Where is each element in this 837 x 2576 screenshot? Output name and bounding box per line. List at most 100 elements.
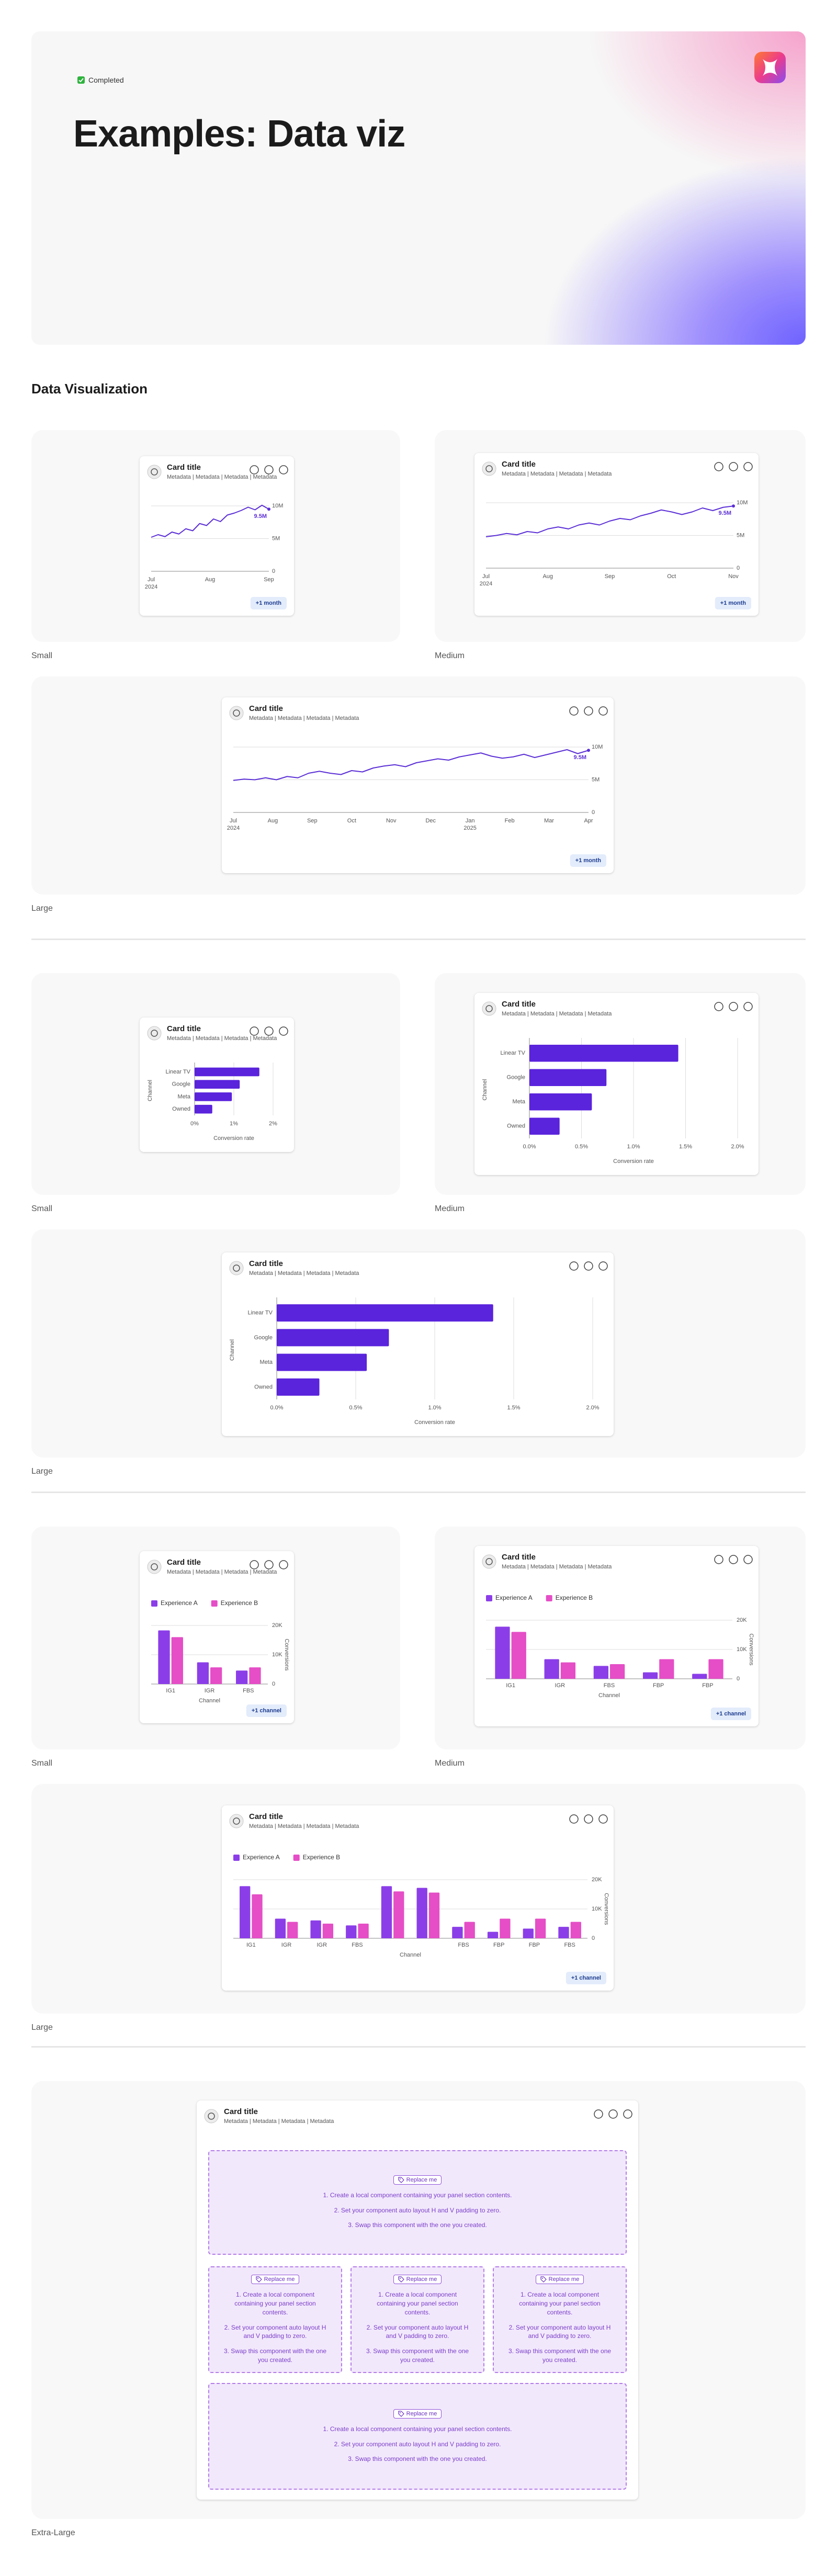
y-tick-label: 0 [272, 568, 275, 574]
instruction-step: 1. Create a local component containing y… [234, 2291, 316, 2316]
card-action-icon[interactable] [584, 1261, 593, 1271]
card-action-icon[interactable] [623, 2109, 632, 2119]
card-metadata: Metadata | Metadata | Metadata | Metadat… [249, 1823, 359, 1829]
card-action-icon[interactable] [598, 706, 608, 716]
bar [322, 1924, 334, 1938]
card-action-icon[interactable] [729, 1555, 738, 1564]
placeholder-card: Card title Metadata | Metadata | Metadata… [197, 2100, 638, 2500]
card-icon-inner [151, 1030, 158, 1037]
card-action-icon[interactable] [743, 462, 753, 471]
card-action-icon[interactable] [584, 1814, 593, 1824]
card-action-icon[interactable] [714, 1555, 723, 1564]
x-tick-label: 1.0% [428, 1405, 441, 1411]
y-tick-label: 10M [592, 744, 603, 750]
action-button-label: +1 month [256, 600, 281, 606]
action-button[interactable] [246, 1704, 287, 1717]
card-action-icon[interactable] [250, 465, 259, 474]
chart: Card title Metadata | Metadata | Metadata… [227, 704, 608, 867]
category-label: Google [254, 1335, 273, 1341]
chart-card: Card title Metadata | Metadata | Metadata… [222, 1252, 614, 1436]
card-action-icon[interactable] [608, 2109, 618, 2119]
chip-label: Replace me [264, 2276, 295, 2283]
chart-card: Card title Metadata | Metadata | Metadata… [474, 453, 759, 616]
card-action-icon[interactable] [729, 1002, 738, 1011]
card-action-icon[interactable] [250, 1026, 259, 1036]
y-tick-label: 10M [272, 503, 283, 509]
card-action-icon[interactable] [594, 2109, 603, 2119]
card-icon-inner [151, 1563, 158, 1571]
bar [195, 1067, 259, 1077]
x-tick-label: Nov [728, 573, 739, 580]
card-action-icon[interactable] [264, 1560, 274, 1569]
x-tick-label: IG1 [506, 1682, 515, 1689]
card-action-icon[interactable] [264, 465, 274, 474]
card-title: Card title [502, 460, 536, 469]
chart-card: Card title Metadata | Metadata | Metadata… [140, 456, 294, 616]
card-metadata: Metadata | Metadata | Metadata | Metadat… [224, 2118, 334, 2125]
action-button[interactable] [565, 1972, 606, 1984]
category-label: Owned [507, 1123, 525, 1129]
bar [692, 1674, 707, 1679]
card-icon [482, 461, 496, 476]
card-icon-inner [151, 468, 158, 476]
legend-label: Experience B [221, 1599, 258, 1607]
bar [544, 1659, 559, 1679]
x-axis-title: Channel [598, 1692, 620, 1699]
bar [529, 1069, 607, 1087]
chart: Card title Metadata | Metadata | Metadata… [147, 1024, 288, 1142]
divider [31, 1492, 806, 1493]
action-button-label: +1 month [720, 600, 746, 606]
card-action-icon[interactable] [264, 1026, 274, 1036]
replace-chip: Replace me [535, 2275, 584, 2285]
category-label: Meta [260, 1359, 273, 1365]
bar [195, 1104, 212, 1114]
card-action-icon[interactable] [569, 1261, 579, 1271]
card-action-icon[interactable] [569, 706, 579, 716]
card-action-icon[interactable] [250, 1560, 259, 1569]
action-button[interactable] [715, 597, 751, 609]
card-icon-inner [485, 1558, 493, 1565]
value-label: 9.5M [574, 754, 586, 761]
instruction-step: 3. Swap this component with the one you … [348, 2455, 487, 2463]
card-action-icon[interactable] [569, 1814, 579, 1824]
x-tick-year: 2024 [145, 584, 157, 590]
x-tick-label: Aug [205, 577, 216, 583]
card-icon [204, 2109, 219, 2123]
x-tick-label: IG1 [166, 1688, 175, 1694]
bar [252, 1894, 263, 1938]
bar [529, 1044, 678, 1062]
action-button[interactable] [250, 597, 287, 609]
x-tick-label: FBS [243, 1688, 254, 1694]
x-axis-title: Conversion rate [414, 1419, 455, 1426]
card-metadata: Metadata | Metadata | Metadata | Metadat… [167, 1035, 277, 1042]
card-action-icon[interactable] [598, 1261, 608, 1271]
action-button-label: +1 channel [571, 1975, 601, 1981]
card-action-icon[interactable] [743, 1555, 753, 1564]
bar [416, 1888, 427, 1938]
card-action-icon[interactable] [279, 1026, 288, 1036]
y-tick-label: 5M [737, 532, 744, 538]
card-action-icon[interactable] [584, 706, 593, 716]
chip-label: Replace me [406, 2410, 437, 2417]
action-button[interactable] [710, 1708, 751, 1720]
y-tick-label: 10K [592, 1906, 602, 1912]
x-tick-label: FBS [564, 1942, 575, 1948]
card-action-icon[interactable] [729, 462, 738, 471]
panel-caption: Extra-Large [31, 2528, 75, 2537]
card-icon-inner [208, 2112, 215, 2120]
y-tick-label: 10K [737, 1646, 747, 1653]
y-axis-title: Conversions [748, 1633, 754, 1666]
card-action-icon[interactable] [279, 1560, 288, 1569]
action-button[interactable] [570, 854, 606, 867]
card-action-icon[interactable] [714, 462, 723, 471]
y-axis-title: Conversions [284, 1639, 290, 1671]
instruction-step: 3. Swap this component with the one you … [508, 2347, 612, 2364]
chip-label: Replace me [548, 2276, 580, 2283]
card-action-icon[interactable] [279, 465, 288, 474]
card-action-icon[interactable] [714, 1002, 723, 1011]
card-action-icon[interactable] [743, 1002, 753, 1011]
x-tick-label: IGR [205, 1688, 215, 1694]
card-icon [482, 1001, 496, 1016]
card-action-icon[interactable] [598, 1814, 608, 1824]
legend-label: Experience B [556, 1594, 593, 1601]
